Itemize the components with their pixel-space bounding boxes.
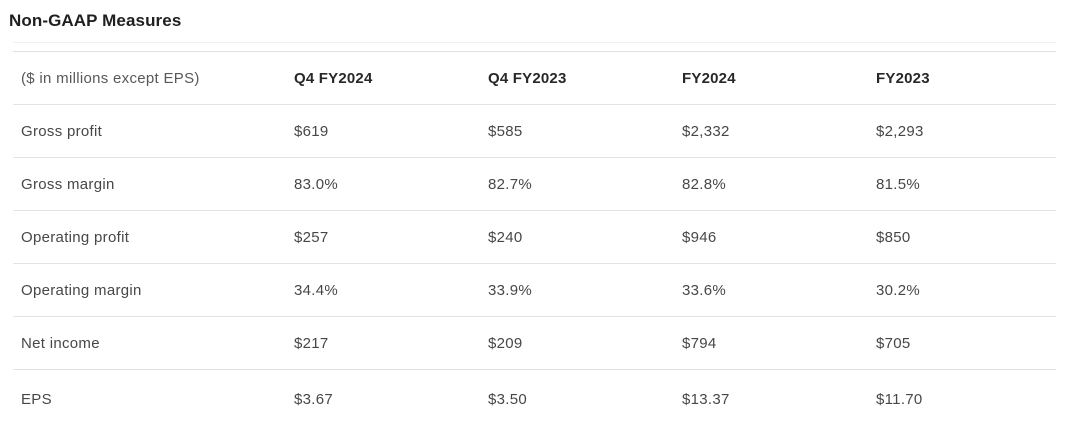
table-cell: $3.50: [488, 390, 528, 408]
table-cell: $2,332: [682, 122, 730, 140]
table-cell: $946: [682, 228, 717, 246]
table-cell: 33.9%: [488, 281, 533, 299]
table-header-row: ($ in millions except EPS) Q4 FY2024 Q4 …: [13, 52, 1056, 105]
unit-note: ($ in millions except EPS): [21, 69, 200, 87]
table-cell: $257: [294, 228, 329, 246]
table-cell: $217: [294, 334, 329, 352]
table-cell: $240: [488, 228, 523, 246]
row-label: Operating profit: [21, 228, 130, 246]
table-cell: $705: [876, 334, 911, 352]
row-label: Gross profit: [21, 122, 103, 140]
table-cell: $209: [488, 334, 523, 352]
table-cell: $11.70: [876, 390, 923, 408]
column-header-fy2023: FY2023: [876, 69, 930, 87]
table-cell: 82.8%: [682, 175, 727, 193]
table-cell: $2,293: [876, 122, 924, 140]
table-cell: 83.0%: [294, 175, 339, 193]
column-header-q4-fy2024: Q4 FY2024: [294, 69, 373, 87]
row-label: EPS: [21, 390, 52, 408]
table-cell: 33.6%: [682, 281, 727, 299]
table-cell: $850: [876, 228, 911, 246]
table-cell: $619: [294, 122, 329, 140]
title-divider: [13, 42, 1056, 43]
table-row-operating-profit: Operating profit $257 $240 $946 $850: [13, 211, 1056, 264]
table-row-operating-margin: Operating margin 34.4% 33.9% 33.6% 30.2%: [13, 264, 1056, 317]
column-header-fy2024: FY2024: [682, 69, 736, 87]
table-row-net-income: Net income $217 $209 $794 $705: [13, 317, 1056, 370]
table-cell: $794: [682, 334, 717, 352]
row-label: Operating margin: [21, 281, 142, 299]
table-cell: 30.2%: [876, 281, 921, 299]
table-row-gross-margin: Gross margin 83.0% 82.7% 82.8% 81.5%: [13, 158, 1056, 211]
table-cell: $3.67: [294, 390, 334, 408]
table-cell: 34.4%: [294, 281, 339, 299]
column-header-q4-fy2023: Q4 FY2023: [488, 69, 567, 87]
table-cell: $13.37: [682, 390, 730, 408]
table-cell: 81.5%: [876, 175, 921, 193]
row-label: Net income: [21, 334, 100, 352]
page-title: Non-GAAP Measures: [9, 11, 182, 30]
table-row-eps: EPS $3.67 $3.50 $13.37 $11.70: [13, 370, 1056, 428]
non-gaap-table: ($ in millions except EPS) Q4 FY2024 Q4 …: [13, 51, 1056, 428]
row-label: Gross margin: [21, 175, 115, 193]
table-row-gross-profit: Gross profit $619 $585 $2,332 $2,293: [13, 105, 1056, 158]
table-cell: 82.7%: [488, 175, 533, 193]
table-cell: $585: [488, 122, 523, 140]
